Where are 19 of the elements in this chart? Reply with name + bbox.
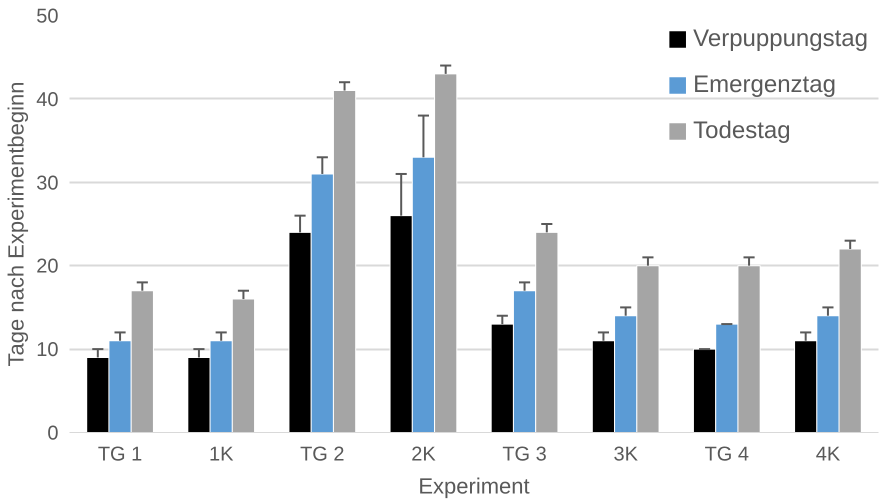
legend-label: Verpuppungstag <box>693 25 868 53</box>
y-tick-label: 20 <box>36 256 59 278</box>
x-tick-label: 4K <box>816 444 841 466</box>
x-tick-label: TG 2 <box>300 444 345 466</box>
x-tick-label: TG 1 <box>98 444 142 466</box>
x-tick-label: 1K <box>208 444 234 466</box>
legend-label: Todestag <box>693 117 791 145</box>
x-tick-label: 3K <box>613 444 639 466</box>
y-tick-label: 0 <box>47 422 58 444</box>
y-tick-label: 30 <box>36 172 59 194</box>
x-axis-title: Experiment <box>418 474 530 498</box>
y-tick-label: 10 <box>36 339 59 362</box>
y-tick-label: 40 <box>36 88 59 111</box>
x-tick-label: 2K <box>411 444 436 466</box>
y-tick-label: 50 <box>36 6 59 28</box>
x-tick-label: TG 3 <box>502 444 547 466</box>
y-axis-title: Tage nach Experimentbeginn <box>3 82 28 366</box>
x-tick-label: TG 4 <box>704 444 750 466</box>
legend-label: Emergenztag <box>693 71 836 99</box>
